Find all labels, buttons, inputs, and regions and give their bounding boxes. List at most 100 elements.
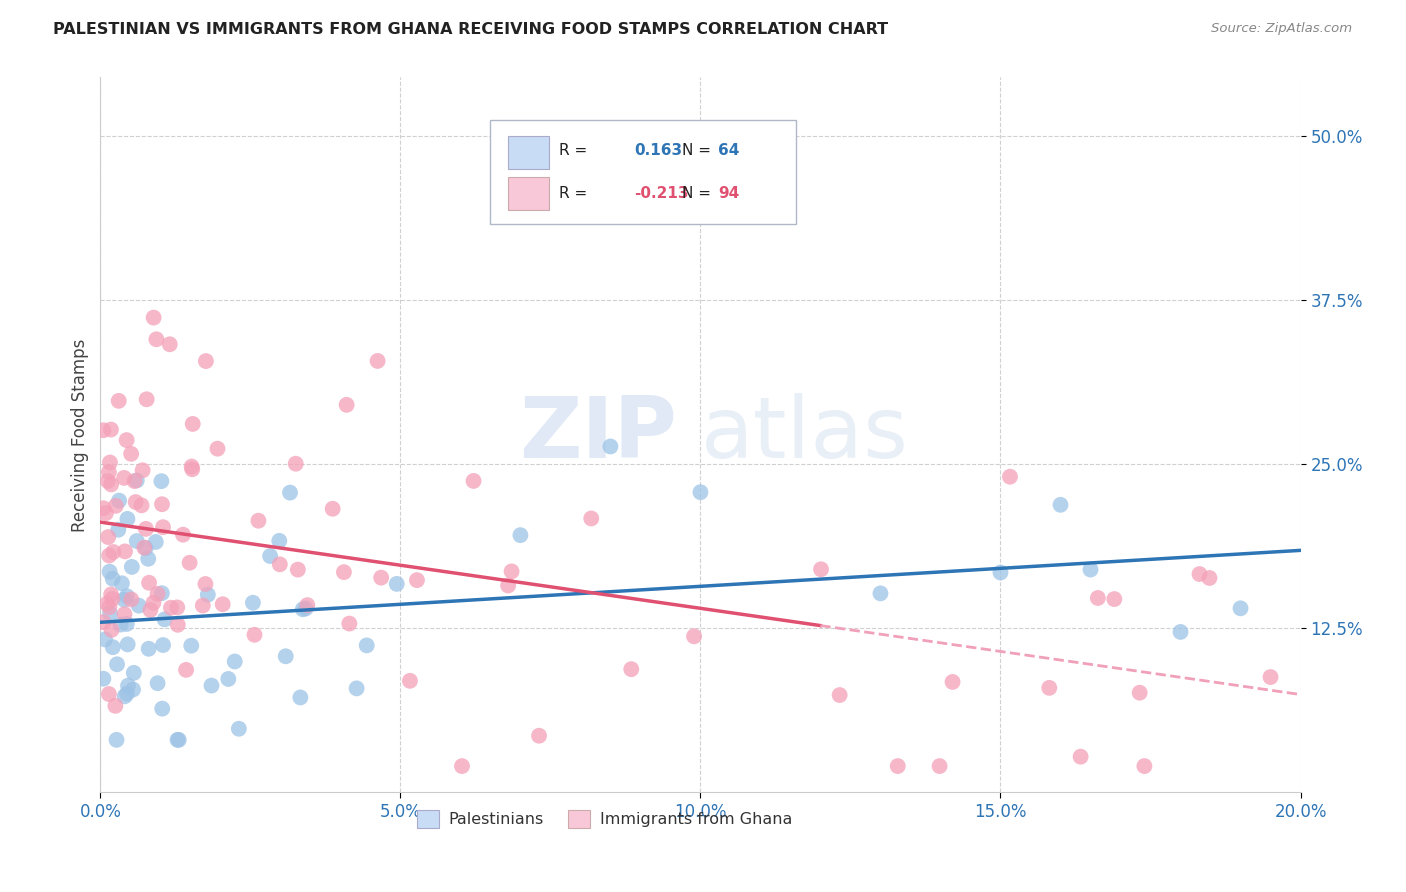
Text: 0.163: 0.163: [634, 144, 682, 159]
Point: [112, 471, 135, 485]
Point: [150, 474, 173, 488]
Point: [98, 600, 121, 615]
Point: [243, 628, 266, 642]
Point: [136, 551, 159, 566]
Point: [1229, 601, 1251, 615]
Point: [97, 474, 120, 488]
Point: [1104, 592, 1126, 607]
Text: atlas: atlas: [700, 393, 908, 476]
Point: [194, 577, 217, 591]
Point: [346, 681, 368, 696]
Point: [101, 640, 124, 655]
Point: [115, 433, 138, 447]
Point: [115, 589, 138, 603]
Point: [406, 573, 429, 587]
Point: [97, 687, 120, 701]
Point: [98, 607, 121, 621]
Point: [114, 690, 136, 704]
Point: [104, 698, 127, 713]
Point: [94, 506, 117, 520]
Point: [125, 474, 148, 488]
Point: [683, 629, 706, 643]
Point: [290, 690, 312, 705]
Point: [100, 423, 122, 437]
Point: [135, 392, 157, 407]
Point: [224, 655, 246, 669]
Point: [98, 565, 121, 579]
Point: [146, 587, 169, 601]
Point: [527, 729, 550, 743]
Point: [887, 759, 910, 773]
Text: 64: 64: [718, 144, 740, 159]
Point: [269, 533, 291, 548]
Point: [166, 600, 188, 615]
Point: [207, 442, 229, 456]
Point: [93, 672, 115, 686]
Point: [181, 462, 204, 476]
Point: [134, 541, 156, 555]
Point: [1129, 686, 1152, 700]
Point: [496, 578, 519, 592]
Point: [105, 732, 128, 747]
Text: R =: R =: [558, 144, 588, 159]
Point: [135, 522, 157, 536]
Point: [145, 535, 167, 549]
Point: [115, 617, 138, 632]
Point: [274, 649, 297, 664]
Point: [228, 722, 250, 736]
Point: [297, 598, 319, 612]
FancyBboxPatch shape: [491, 120, 796, 224]
Point: [1080, 563, 1102, 577]
Point: [1038, 681, 1060, 695]
Point: [125, 495, 148, 509]
Point: [122, 665, 145, 680]
Text: 94: 94: [718, 186, 740, 201]
Point: [194, 354, 217, 368]
Point: [599, 440, 621, 454]
Point: [1087, 591, 1109, 605]
Point: [97, 530, 120, 544]
FancyBboxPatch shape: [509, 136, 550, 169]
Point: [278, 485, 301, 500]
Point: [152, 638, 174, 652]
Point: [1198, 571, 1220, 585]
Point: [114, 544, 136, 558]
Point: [150, 497, 173, 511]
Point: [122, 682, 145, 697]
Point: [145, 332, 167, 346]
Point: [1170, 624, 1192, 639]
Point: [142, 310, 165, 325]
Point: [98, 455, 121, 469]
Point: [180, 639, 202, 653]
Point: [287, 563, 309, 577]
Point: [107, 393, 129, 408]
Point: [121, 560, 143, 574]
Point: [1188, 567, 1211, 582]
Point: [117, 679, 139, 693]
Point: [172, 527, 194, 541]
Point: [142, 596, 165, 610]
Point: [117, 637, 139, 651]
Point: [112, 592, 135, 607]
Point: [117, 512, 139, 526]
Point: [166, 732, 188, 747]
Point: [98, 549, 121, 563]
Point: [101, 591, 124, 606]
Point: [108, 493, 131, 508]
Point: [128, 599, 150, 613]
Point: [111, 576, 134, 591]
Point: [367, 354, 389, 368]
Point: [1049, 498, 1071, 512]
Point: [336, 398, 359, 412]
Point: [463, 474, 485, 488]
Point: [93, 501, 115, 516]
Point: [399, 673, 422, 688]
Point: [120, 592, 142, 607]
Point: [150, 701, 173, 715]
Point: [869, 586, 891, 600]
Point: [110, 617, 132, 632]
Point: [104, 499, 127, 513]
Point: [1260, 670, 1282, 684]
Point: [179, 556, 201, 570]
Point: [247, 514, 270, 528]
